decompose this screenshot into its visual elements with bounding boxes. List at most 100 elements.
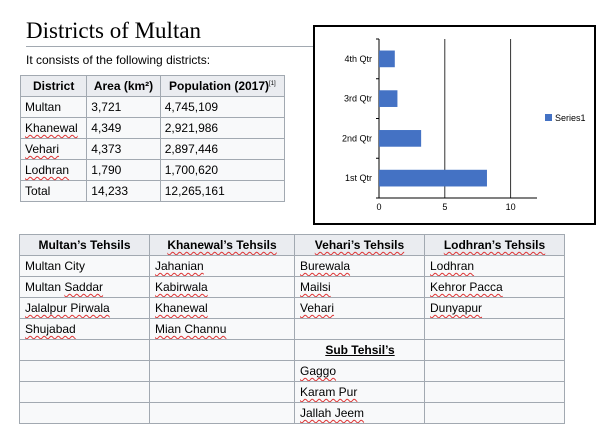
sub-tehsil-cell: Jallah Jeem (294, 402, 425, 424)
district-area: 1,790 (86, 159, 161, 181)
district-name: Total (19, 180, 88, 202)
district-population: 2,897,446 (159, 138, 286, 160)
tehsil-name: Kabirwala (155, 280, 208, 294)
intro-text: It consists of the following districts: (26, 53, 211, 67)
tehsil-cell (424, 318, 565, 340)
col-khanewal-tehsils: Khanewal’s Tehsils (149, 234, 295, 256)
legend-swatch (545, 114, 552, 121)
table-row: Vehari 4,373 2,897,446 (19, 138, 286, 160)
col-population-label: Population (2017) (169, 79, 270, 93)
tehsil-name: Saddar (64, 280, 104, 294)
col-vehari-tehsils: Vehari’s Tehsils (294, 234, 425, 256)
tehsil-cell (424, 381, 565, 403)
district-population: 1,700,620 (159, 159, 286, 181)
table-row: Lodhran 1,790 1,700,620 (19, 159, 286, 181)
col-district: District (19, 75, 88, 97)
district-area: 4,373 (86, 138, 161, 160)
col-multan-tehsils: Multan’s Tehsils (19, 234, 150, 256)
table-row: Jallah Jeem (19, 402, 565, 424)
reference-link[interactable]: [1] (269, 81, 276, 87)
category-label: 2nd Qtr (342, 133, 372, 143)
table-row: Gaggo (19, 360, 565, 382)
tehsil-cell (149, 402, 295, 424)
bar (379, 169, 487, 187)
x-tick-label: 10 (506, 202, 516, 212)
tehsil-cell: Vehari (294, 297, 425, 319)
table-row: Khanewal 4,349 2,921,986 (19, 117, 286, 139)
col-lodhran-label: Lodhran’s Tehsils (443, 238, 546, 252)
bar (379, 130, 422, 147)
district-population: 4,745,109 (159, 96, 286, 118)
legend-label: Series1 (555, 113, 586, 123)
col-population: Population (2017)[1] (159, 75, 286, 97)
tehsils-table: Multan’s Tehsils Khanewal’s Tehsils Veha… (19, 234, 565, 424)
tehsil-cell: Mian Channu (149, 318, 295, 340)
tehsil-cell: Burewala (294, 255, 425, 277)
category-label: 4th Qtr (344, 54, 372, 64)
sub-tehsil-name: Jallah Jeem (300, 406, 365, 420)
district-population: 2,921,986 (159, 117, 286, 139)
tehsil-name: Jalalpur Pirwala (25, 301, 110, 315)
table-row: Shujabad Mian Channu (19, 318, 565, 340)
tehsil-name: Khanewal (155, 301, 208, 315)
category-label: 1st Qtr (345, 173, 372, 183)
tehsil-cell (149, 360, 295, 382)
tehsil-name: Jahanian (155, 259, 204, 273)
col-area: Area (km²) (86, 75, 161, 97)
tehsil-cell (19, 402, 150, 424)
bar (379, 50, 395, 68)
col-lodhran-tehsils: Lodhran’s Tehsils (424, 234, 565, 256)
x-tick-label: 0 (376, 202, 381, 212)
district-name-text: Lodhran (25, 163, 70, 177)
sub-tehsil-cell: Karam Pur (294, 381, 425, 403)
table-header-row: Multan’s Tehsils Khanewal’s Tehsils Veha… (19, 234, 565, 256)
district-area: 14,233 (86, 180, 161, 202)
sub-tehsil-name: Karam Pur (300, 385, 358, 399)
tehsil-cell (424, 402, 565, 424)
tehsil-cell: Khanewal (149, 297, 295, 319)
tehsil-name: Mailsi (300, 280, 331, 294)
bar-chart: 0 5 10 1st Qtr 2nd Qtr 3rd Qtr 4th Qtr Series1 (342, 38, 586, 212)
embedded-chart[interactable]: 0 5 10 1st Qtr 2nd Qtr 3rd Qtr 4th Qtr Series1 (313, 25, 596, 225)
tehsil-cell (19, 360, 150, 382)
sub-tehsil-heading: Sub Tehsil’s (294, 339, 425, 361)
sub-tehsil-cell: Gaggo (294, 360, 425, 382)
table-row: Multan Saddar Kabirwala Mailsi Kehror Pa… (19, 276, 565, 298)
district-name-text: Vehari (25, 142, 60, 156)
tehsil-cell: Dunyapur (424, 297, 565, 319)
tehsil-cell: Mailsi (294, 276, 425, 298)
district-name-text: Khanewal (25, 121, 78, 135)
district-area: 4,349 (86, 117, 161, 139)
page-title: Districts of Multan (26, 18, 202, 43)
table-row-total: Total 14,233 12,265,161 (19, 180, 286, 202)
tehsil-cell (19, 381, 150, 403)
bar (379, 90, 398, 107)
tehsil-cell: Multan Saddar (19, 276, 150, 298)
tehsil-name: Burewala (300, 259, 351, 273)
table-row: Multan 3,721 4,745,109 (19, 96, 286, 118)
table-row: Jalalpur Pirwala Khanewal Vehari Dunyapu… (19, 297, 565, 319)
tehsil-name: Vehari (300, 301, 335, 315)
tehsil-name: Lodhran (430, 259, 475, 273)
sub-tehsil-name: Gaggo (300, 364, 337, 378)
title-divider (26, 46, 316, 47)
tehsil-name: Dunyapur (430, 301, 483, 315)
tehsil-name: Kehror Pacca (430, 280, 503, 294)
tehsil-cell (149, 381, 295, 403)
districts-table: District Area (km²) Population (2017)[1]… (19, 75, 286, 202)
district-name: Multan (19, 96, 88, 118)
table-header-row: District Area (km²) Population (2017)[1] (19, 75, 286, 97)
col-khanewal-label: Khanewal’s Tehsils (167, 238, 277, 252)
tehsil-cell: Jalalpur Pirwala (19, 297, 150, 319)
tehsil-name: Shujabad (25, 322, 76, 336)
tehsil-cell (149, 339, 295, 361)
x-tick-label: 5 (442, 202, 447, 212)
tehsil-cell: Multan City (19, 255, 150, 277)
tehsil-cell: Shujabad (19, 318, 150, 340)
tehsil-cell: Kabirwala (149, 276, 295, 298)
table-row: Karam Pur (19, 381, 565, 403)
tehsil-cell (294, 318, 425, 340)
table-row: Multan City Jahanian Burewala Lodhran (19, 255, 565, 277)
district-area: 3,721 (86, 96, 161, 118)
tehsil-cell: Lodhran (424, 255, 565, 277)
